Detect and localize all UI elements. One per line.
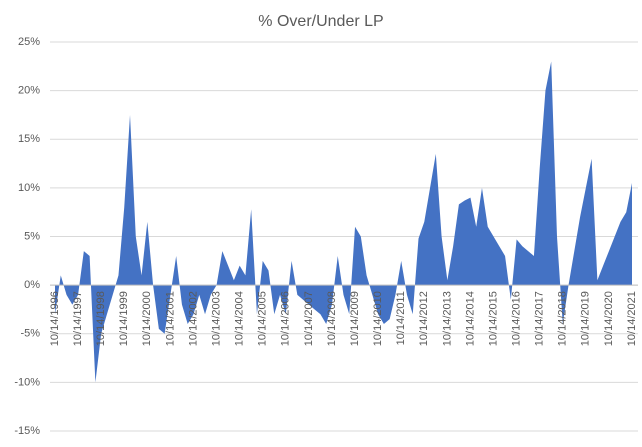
x-tick-label: 10/14/2009 [349, 291, 361, 346]
x-tick-label: 10/14/1996 [49, 291, 61, 346]
y-tick-label: -5% [20, 328, 40, 340]
x-tick-label: 10/14/1997 [72, 291, 84, 346]
x-tick-label: 10/14/1998 [95, 291, 107, 346]
x-tick-label: 10/14/1999 [118, 291, 130, 346]
y-tick-label: -15% [14, 425, 40, 437]
y-tick-label: 0% [24, 279, 40, 291]
x-tick-label: 10/14/2002 [187, 291, 199, 346]
y-tick-label: 15% [18, 133, 40, 145]
x-tick-label: 10/14/2007 [303, 291, 315, 346]
x-tick-label: 10/14/2018 [557, 291, 569, 346]
x-tick-label: 10/14/2000 [141, 291, 153, 346]
x-tick-label: 10/14/2019 [580, 291, 592, 346]
x-tick-label: 10/14/2003 [210, 291, 222, 346]
x-tick-label: 10/14/2016 [511, 291, 523, 346]
x-tick-label: 10/14/2021 [626, 291, 638, 346]
x-tick-label: 10/14/2011 [395, 291, 407, 345]
chart-title: % Over/Under LP [258, 13, 383, 30]
x-tick-label: 10/14/2012 [418, 291, 430, 346]
y-tick-label: -10% [14, 376, 40, 388]
y-tick-label: 5% [24, 230, 40, 242]
x-tick-label: 10/14/2001 [164, 291, 176, 346]
x-tick-label: 10/14/2006 [280, 291, 292, 346]
x-tick-label: 10/14/2015 [487, 291, 499, 346]
x-tick-label: 10/14/2013 [441, 291, 453, 346]
x-tick-label: 10/14/2017 [534, 291, 546, 346]
y-tick-label: 20% [18, 85, 40, 97]
x-tick-label: 10/14/2010 [372, 291, 384, 346]
x-tick-label: 10/14/2005 [257, 291, 269, 346]
x-tick-label: 10/14/2014 [464, 291, 476, 346]
x-tick-label: 10/14/2004 [234, 291, 246, 346]
y-tick-label: 10% [18, 182, 40, 194]
x-tick-label: 10/14/2020 [603, 291, 615, 346]
y-tick-label: 25% [18, 36, 40, 48]
x-tick-label: 10/14/2008 [326, 291, 338, 346]
